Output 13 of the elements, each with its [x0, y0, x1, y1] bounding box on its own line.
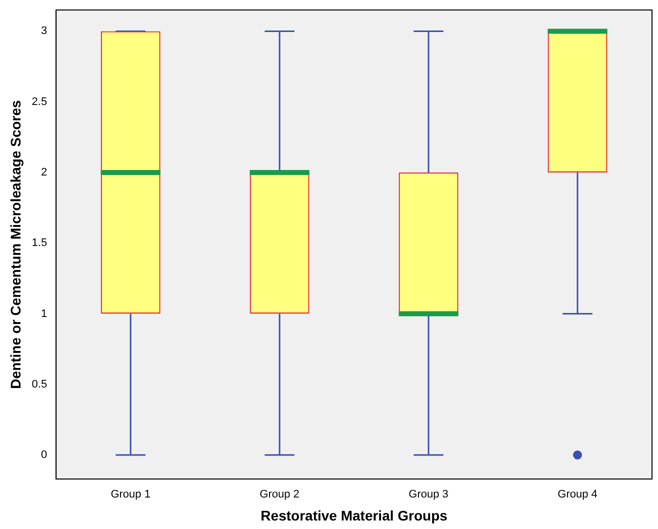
y-tick-label: 3 [40, 25, 48, 38]
x-tick-label: Group 1 [110, 488, 150, 501]
x-tick-label: Group 4 [558, 488, 598, 501]
x-tick-label: Group 3 [408, 488, 448, 501]
y-axis-title: Dentine or Cementum Microleakage Scores [7, 100, 24, 389]
y-tick-label: 2 [40, 166, 48, 178]
y-tick-label: 1 [40, 308, 48, 320]
y-tick-label: 2.5 [32, 96, 48, 108]
y-tick-label: 0 [40, 449, 48, 462]
x-axis-title: Restorative Material Groups [260, 507, 448, 524]
y-tick-label: 0.5 [32, 378, 48, 390]
y-tick-label: 1.5 [32, 237, 48, 250]
x-tick-label: Group 2 [260, 488, 300, 501]
